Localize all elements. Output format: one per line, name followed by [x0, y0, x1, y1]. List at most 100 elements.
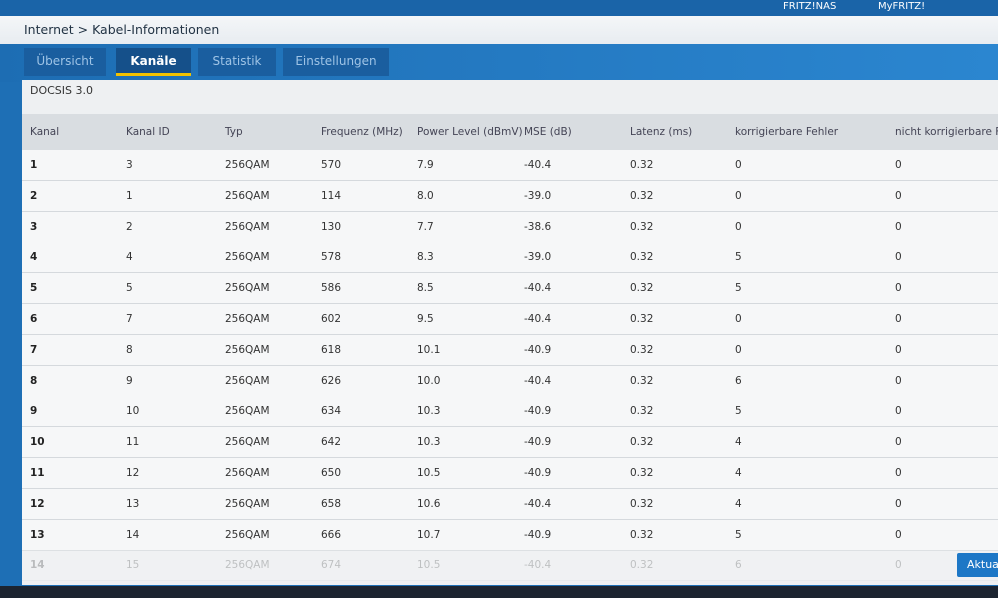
table-cell: 0	[895, 374, 902, 387]
tab[interactable]: Übersicht	[24, 48, 106, 76]
column-header: Kanal	[30, 126, 60, 138]
table-cell: 5	[735, 251, 742, 264]
content-panel: DOCSIS 3.0 Kanal Kanal ID Typ Frequenz (MHz…	[22, 80, 998, 585]
table-cell: 0	[895, 436, 902, 449]
table-cell: 0	[895, 282, 902, 295]
table-cell: 0	[895, 497, 902, 510]
table-cell: 0.32	[630, 159, 654, 171]
table-cell: 256QAM	[225, 559, 270, 572]
top-bar: FRITZ!NAS MyFRITZ!	[0, 0, 998, 16]
breadcrumb-item[interactable]: Internet	[24, 22, 74, 37]
table-cell: 8.3	[417, 251, 434, 264]
table-cell: 256QAM	[225, 436, 270, 449]
table-cell: 9	[30, 405, 38, 418]
table-cell: 0.32	[630, 497, 654, 510]
table-cell: 13	[30, 528, 45, 541]
table-row: 8 9 256QAM 626 10.0 -40.4 0.32 6 0	[22, 365, 998, 397]
nav-link[interactable]: MyFRITZ!	[878, 1, 926, 12]
table-cell: 130	[321, 220, 342, 233]
table-cell: 10	[126, 405, 140, 418]
table-cell: 0.32	[630, 343, 654, 356]
table-cell: 256QAM	[225, 189, 270, 202]
table-cell: 578	[321, 251, 342, 264]
table-cell: 0	[895, 220, 902, 233]
table-row: 1 3 256QAM 570 7.9 -40.4 0.32 0 0	[22, 150, 998, 181]
header: Internet > Kabel-Informationen	[0, 16, 998, 48]
table-cell: 10.6	[417, 497, 441, 510]
table-cell: -39.0	[524, 251, 552, 264]
column-header: Frequenz (MHz)	[321, 126, 403, 138]
table-cell: -40.4	[524, 282, 552, 295]
table-cell: 256QAM	[225, 282, 270, 295]
table-cell: 4	[735, 497, 742, 510]
breadcrumb: Internet > Kabel-Informationen	[24, 22, 220, 37]
table-cell: 0.32	[630, 374, 654, 387]
table-cell: 7	[126, 313, 133, 325]
table-row: 12 13 256QAM 658 10.6 -40.4 0.32 4 0	[22, 488, 998, 520]
table-cell: 5	[735, 405, 742, 418]
refresh-button[interactable]: Aktual	[957, 553, 998, 577]
table-cell: 256QAM	[225, 374, 270, 387]
table-cell: 10	[30, 436, 45, 449]
table-cell: 4	[735, 436, 742, 449]
column-header: Power Level (dBmV)	[417, 126, 523, 138]
table-row: 13 14 256QAM 666 10.7 -40.9 0.32 5 0	[22, 519, 998, 551]
table-cell: -40.9	[524, 405, 552, 418]
table-cell: 650	[321, 467, 342, 479]
table-cell: 7.7	[417, 220, 434, 233]
table-cell: 256QAM	[225, 159, 270, 171]
table-cell: 1	[126, 189, 133, 202]
table-cell: 256QAM	[225, 497, 270, 510]
table-cell: 570	[321, 159, 342, 171]
table-cell: 256QAM	[225, 405, 270, 418]
table-cell: 0.32	[630, 467, 654, 479]
tab[interactable]: Einstellungen	[283, 48, 389, 76]
table-cell: 5	[735, 528, 742, 541]
table-cell: -40.4	[524, 497, 552, 510]
tab[interactable]: Statistik	[198, 48, 276, 76]
table-cell: 0	[735, 220, 742, 233]
table-cell: 0.32	[630, 528, 654, 541]
table-header: Kanal Kanal ID Typ Frequenz (MHz) Power Leve…	[22, 114, 998, 150]
table-cell: 674	[321, 559, 342, 572]
column-header: nicht korrigierbare Fehl	[895, 126, 998, 138]
table-cell: 10.0	[417, 374, 441, 387]
column-header: Kanal ID	[126, 126, 170, 138]
table-cell: 114	[321, 189, 342, 202]
table-cell: 9.5	[417, 313, 434, 325]
table-cell: 1	[30, 159, 38, 171]
table-cell: 0	[895, 559, 902, 572]
table-cell: 634	[321, 405, 342, 418]
table-cell: -40.9	[524, 528, 552, 541]
table-row: 7 8 256QAM 618 10.1 -40.9 0.32 0 0	[22, 334, 998, 366]
table-cell: 0.32	[630, 251, 654, 264]
table-cell: 666	[321, 528, 342, 541]
table-cell: 4	[126, 251, 133, 264]
table-cell: 0	[895, 251, 902, 264]
table-cell: 0	[895, 313, 902, 325]
table-row: 4 4 256QAM 578 8.3 -39.0 0.32 5 0	[22, 242, 998, 274]
table-cell: 15	[126, 559, 140, 572]
table-cell: 14	[30, 559, 45, 572]
table-cell: -40.9	[524, 467, 552, 479]
table-cell: 2	[30, 189, 38, 202]
nav-link[interactable]: FRITZ!NAS	[783, 1, 837, 12]
table-cell: 0	[895, 343, 902, 356]
tab[interactable]: Kanäle	[116, 48, 191, 76]
table-cell: 5	[30, 282, 38, 295]
table-cell: 586	[321, 282, 342, 295]
table-cell: 0	[895, 405, 902, 418]
table-cell: -40.4	[524, 374, 552, 387]
table-cell: 9	[126, 374, 133, 387]
table-cell: 0.32	[630, 313, 654, 325]
table-cell: 256QAM	[225, 467, 270, 479]
table-cell: 5	[735, 282, 742, 295]
table-cell: 0.32	[630, 405, 654, 418]
table-cell: 13	[126, 497, 140, 510]
table-row: 11 12 256QAM 650 10.5 -40.9 0.32 4 0	[22, 458, 998, 489]
table-cell: 642	[321, 436, 342, 449]
table-cell: 0	[895, 189, 902, 202]
section-title: DOCSIS 3.0	[30, 84, 94, 97]
table-cell: 256QAM	[225, 220, 270, 233]
table-cell: 0.32	[630, 436, 654, 449]
